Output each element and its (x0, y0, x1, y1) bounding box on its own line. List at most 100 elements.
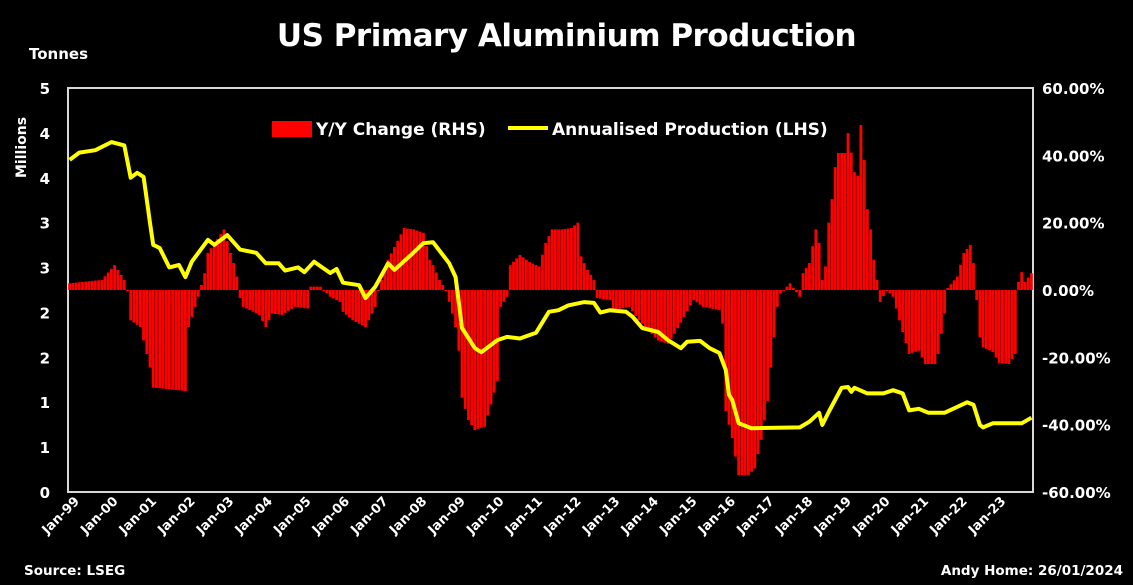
yy-change-bar (254, 290, 258, 314)
yy-change-bar (949, 284, 953, 290)
yy-change-bar (586, 269, 589, 290)
yy-change-bar (631, 290, 634, 312)
x-axis-tick-label: Jan-18 (772, 494, 816, 538)
yy-change-bar (245, 290, 248, 309)
yy-change-bar (859, 125, 863, 290)
left-axis-tick-label: 2 (40, 349, 50, 367)
yy-change-bar (708, 290, 712, 309)
yy-change-bar (962, 252, 966, 290)
yy-change-bar (225, 241, 229, 290)
yy-change-bar (335, 290, 338, 301)
annualised-production-line (68, 140, 1033, 431)
yy-change-bar (920, 290, 924, 358)
yy-change-bar (849, 152, 853, 290)
yy-change-bar (592, 279, 596, 290)
left-axis-tick-label: 1 (40, 439, 50, 457)
yy-change-bar (97, 280, 100, 290)
x-axis-tick-label: Jan-14 (618, 494, 662, 538)
yy-change-bar (650, 290, 654, 334)
yy-change-bar (939, 290, 943, 334)
yy-change-bar (975, 290, 979, 301)
yy-change-bar (724, 290, 728, 412)
x-axis-tick-label: Jan-22 (927, 494, 971, 538)
yy-change-bar (991, 290, 995, 352)
yy-change-bar (315, 286, 319, 290)
yy-change-bar (425, 246, 429, 290)
yy-change-bar (862, 160, 866, 290)
yy-change-bar (1004, 290, 1008, 364)
yy-change-bar (685, 290, 689, 312)
x-axis-tick-label: Jan-06 (309, 494, 353, 538)
yy-change-bar (705, 290, 708, 308)
yy-change-bar (643, 290, 647, 328)
yy-change-bar (972, 263, 975, 290)
x-axis-tick-label: Jan-13 (579, 494, 623, 538)
yy-change-bar (856, 175, 860, 290)
yy-change-bar (422, 232, 425, 290)
yy-change-bar (286, 290, 290, 311)
yy-change-bar (537, 266, 541, 290)
yy-change-bar (640, 290, 644, 324)
yy-change-bar (1017, 281, 1020, 290)
yy-change-bar (978, 290, 982, 338)
line-series (68, 140, 1033, 431)
yy-change-bar (135, 290, 139, 325)
yy-change-bar (997, 290, 1001, 364)
yy-change-bar (820, 279, 824, 290)
right-axis: 60.00% 40.00% 20.00% 0.00% -20.00% -40.00% -60… (1042, 80, 1111, 502)
yy-change-bar (618, 290, 622, 309)
yy-change-bar (373, 290, 377, 307)
right-axis-tick-label: 20.00% (1042, 215, 1104, 233)
yy-change-bar (756, 290, 760, 455)
yy-change-bar (846, 133, 850, 290)
yy-change-bar (409, 228, 412, 290)
yy-change-bar (441, 284, 445, 290)
yy-change-bar (450, 290, 454, 314)
yy-change-bar (155, 290, 158, 388)
yy-change-bar (264, 290, 268, 328)
left-axis: 5 4 4 3 3 2 2 1 1 0 (40, 80, 50, 502)
yy-change-bar (595, 290, 599, 299)
left-axis-tick-label: 3 (40, 260, 50, 278)
yy-change-bar (193, 290, 197, 307)
yy-change-bar (364, 290, 367, 328)
yy-change-bar (772, 290, 776, 338)
yy-change-bar (203, 273, 207, 290)
yy-change-bar (541, 254, 544, 290)
yy-change-bar (90, 280, 94, 290)
yy-change-bar (486, 290, 490, 416)
yy-change-bar (116, 270, 120, 290)
yy-change-bar (779, 290, 782, 294)
yy-change-bar (734, 290, 737, 457)
yy-change-bar (257, 290, 261, 315)
yy-change-bar (570, 228, 573, 290)
x-axis-tick-label: Jan-17 (734, 494, 778, 538)
yy-change-bar (994, 290, 998, 358)
yy-change-bar (470, 290, 474, 425)
x-axis-tick-label: Jan-20 (849, 494, 893, 538)
yy-change-bar (791, 287, 795, 290)
yy-change-bar (808, 263, 811, 290)
yy-change-bar (563, 228, 567, 290)
yy-change-bar (737, 290, 741, 476)
yy-change-bar (785, 286, 789, 290)
yy-change-bar (483, 290, 486, 427)
yy-change-bar (93, 280, 97, 290)
yy-change-bar (656, 290, 660, 341)
yy-change-bar (370, 290, 374, 314)
yy-change-bar (293, 290, 297, 307)
yy-change-bar (660, 290, 663, 342)
yy-change-bar (627, 290, 631, 307)
yy-change-bar (145, 290, 149, 354)
yy-change-bar (241, 290, 245, 307)
bar-series (68, 125, 1033, 476)
yy-change-bar (769, 290, 773, 368)
yy-change-bar (190, 290, 194, 317)
yy-change-bar (547, 236, 551, 290)
yy-change-bar (380, 279, 384, 290)
yy-change-bar (1029, 273, 1033, 290)
yy-change-bar (212, 243, 216, 290)
yy-change-bar (129, 290, 133, 321)
yy-change-bar (885, 290, 889, 291)
yy-change-bar (290, 290, 293, 309)
